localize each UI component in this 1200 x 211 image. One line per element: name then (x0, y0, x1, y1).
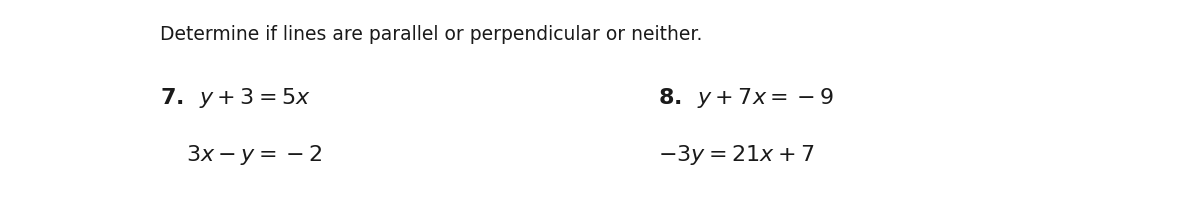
Text: $-3y = 21x + 7$: $-3y = 21x + 7$ (658, 143, 814, 167)
Text: 8.  $y + 7x = -9$: 8. $y + 7x = -9$ (658, 86, 834, 110)
Text: 7.  $y + 3 = 5x$: 7. $y + 3 = 5x$ (160, 86, 311, 110)
Text: Determine if lines are parallel or perpendicular or neither.: Determine if lines are parallel or perpe… (160, 25, 702, 44)
Text: $3x - y = -2$: $3x - y = -2$ (186, 143, 323, 167)
